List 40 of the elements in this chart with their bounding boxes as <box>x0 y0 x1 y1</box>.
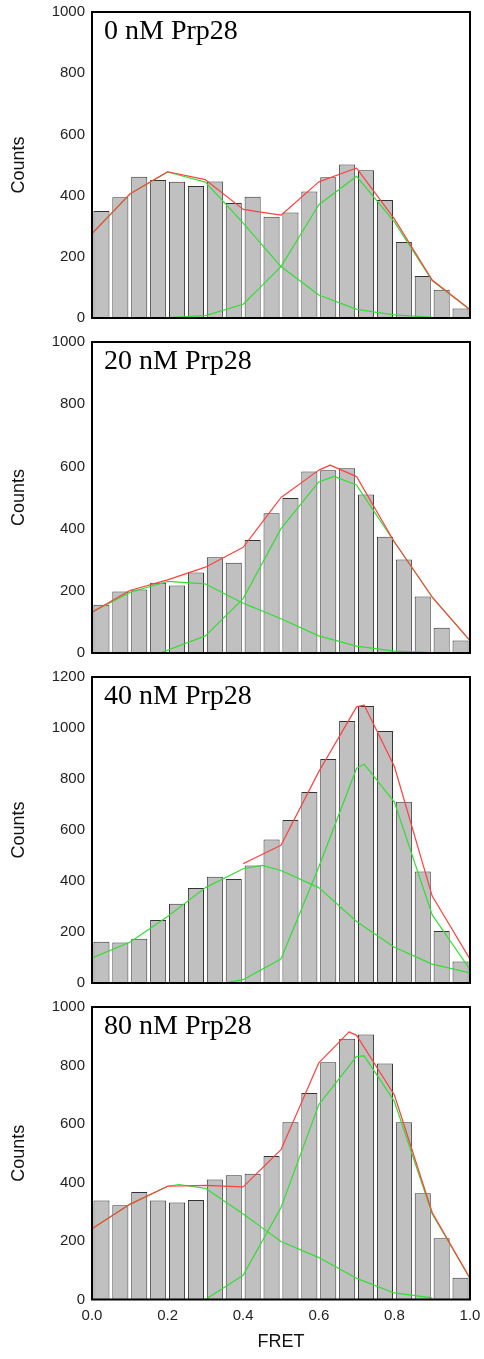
y-tick-label: 1000 <box>51 718 85 736</box>
y-tick-label: 0 <box>76 308 85 326</box>
y-tick-label: 200 <box>59 922 85 940</box>
y-tick-label: 0 <box>76 973 85 991</box>
y-tick-label: 200 <box>59 580 85 598</box>
y-tick-label: 1000 <box>51 2 85 20</box>
chart-title: 20 nM Prp28 <box>104 344 252 376</box>
y-tick-label: 400 <box>59 185 85 203</box>
y-tick-label: 400 <box>59 1172 85 1190</box>
y-tick-label: 800 <box>59 63 85 81</box>
y-tick-label: 200 <box>59 1231 85 1249</box>
y-tick-label: 200 <box>59 246 85 264</box>
y-axis-title: Counts <box>7 136 28 194</box>
chart-title: 40 nM Prp28 <box>104 679 252 711</box>
y-tick-label: 600 <box>59 1114 85 1132</box>
chart-title: 0 nM Prp28 <box>104 14 238 46</box>
y-tick-label: 0 <box>76 643 85 661</box>
y-tick-label: 400 <box>59 871 85 889</box>
y-tick-label: 600 <box>59 456 85 474</box>
x-tick-label: 0.6 <box>308 1305 330 1323</box>
y-tick-label: 800 <box>59 1055 85 1073</box>
y-tick-label: 1000 <box>51 997 85 1015</box>
y-tick-label: 800 <box>59 394 85 412</box>
y-axis-title: Counts <box>7 801 28 859</box>
x-tick-label: 0.2 <box>157 1305 179 1323</box>
y-tick-label: 800 <box>59 769 85 787</box>
y-tick-label: 1000 <box>51 332 85 350</box>
y-tick-label: 1200 <box>51 667 85 685</box>
x-tick-label: 0.0 <box>81 1305 103 1323</box>
chart-title: 80 nM Prp28 <box>104 1009 252 1041</box>
y-tick-label: 600 <box>59 820 85 838</box>
y-tick-label: 400 <box>59 518 85 536</box>
y-axis-title: Counts <box>7 1124 28 1182</box>
y-tick-label: 600 <box>59 124 85 142</box>
x-tick-label: 0.4 <box>232 1305 254 1323</box>
x-tick-label: 1.0 <box>459 1305 481 1323</box>
y-axis-title: Counts <box>7 468 28 527</box>
x-axis-title: FRET <box>257 1331 305 1352</box>
y-tick-label: 0 <box>76 1289 85 1307</box>
x-tick-label: 0.8 <box>383 1305 405 1323</box>
